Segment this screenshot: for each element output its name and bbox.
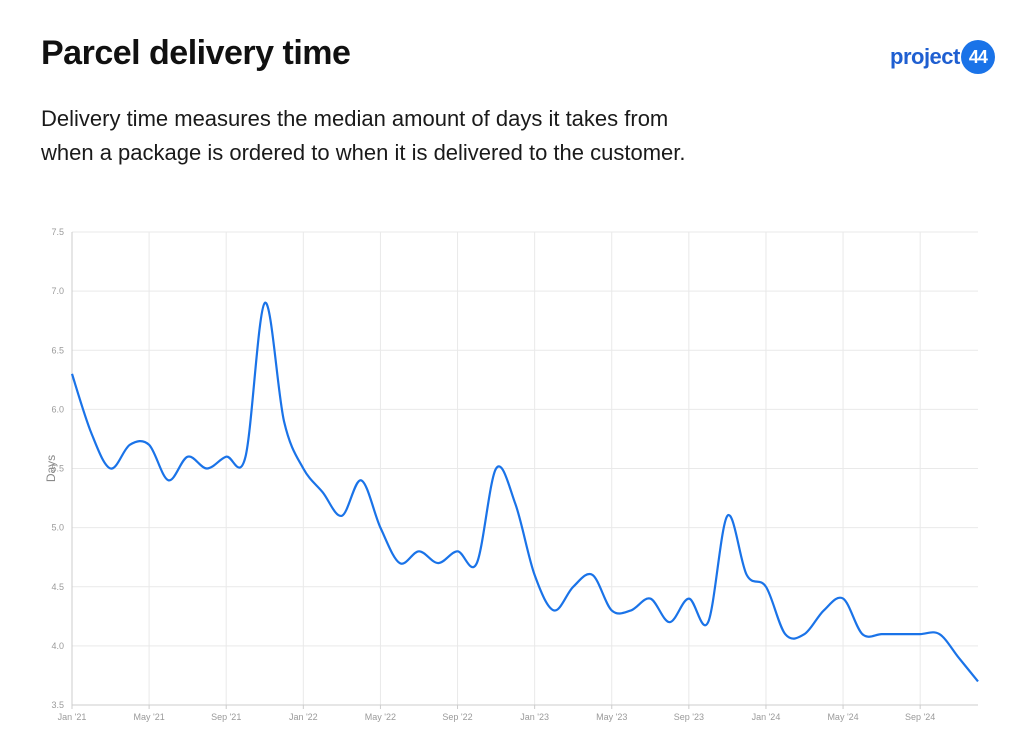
x-tick-label: Jan '22 [289,712,318,722]
x-tick-label: May '22 [365,712,396,722]
y-tick-label: 7.5 [51,227,64,237]
subtitle-line-2: when a package is ordered to when it is … [41,140,686,165]
y-tick-label: 5.0 [51,523,64,533]
chart-title: Parcel delivery time [41,34,351,72]
chart-subtitle: Delivery time measures the median amount… [41,102,801,170]
y-tick-label: 4.0 [51,641,64,651]
x-tick-label: May '24 [827,712,858,722]
x-tick-label: Jan '21 [58,712,87,722]
logo-badge: 44 [960,40,995,74]
y-axis-label: Days [44,455,58,482]
y-tick-label: 4.5 [51,582,64,592]
logo-text: project [890,44,960,69]
x-tick-label: Sep '21 [211,712,241,722]
x-tick-label: Jan '24 [752,712,781,722]
x-tick-label: May '23 [596,712,627,722]
delivery-time-series-line [70,301,979,683]
y-tick-label: 5.5 [51,464,64,474]
x-tick-label: Sep '24 [905,712,935,722]
project44-logo: project 44 [890,40,995,74]
x-tick-label: May '21 [133,712,164,722]
series-layer [70,301,979,683]
x-tick-label: Jan '23 [520,712,549,722]
axes [71,232,978,709]
y-tick-label: 3.5 [51,700,64,710]
subtitle-line-1: Delivery time measures the median amount… [41,106,669,131]
x-tick-label: Sep '23 [674,712,704,722]
y-tick-label: 7.0 [51,286,64,296]
tick-labels: 3.5 4.0 4.5 5.0 5.5 6.0 6.5 7.0 7.5 Jan '21 May '2… [51,227,935,722]
y-tick-label: 6.5 [51,345,64,355]
y-tick-label: 6.0 [51,404,64,414]
x-tick-label: Sep '22 [442,712,472,722]
